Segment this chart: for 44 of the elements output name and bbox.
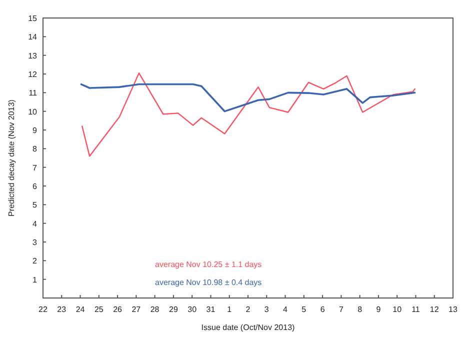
x-tick-label: 11	[412, 305, 420, 314]
x-tick-label: 28	[150, 305, 160, 314]
x-tick-label: 25	[94, 305, 104, 314]
x-tick-label: 7	[338, 305, 344, 314]
y-tick-label: 5	[32, 200, 38, 210]
y-tick-label: 8	[32, 144, 38, 154]
y-tick-label: 4	[32, 219, 38, 228]
x-tick-label: 23	[57, 305, 67, 314]
x-tick-label: 4	[283, 305, 288, 314]
y-tick-label: 11	[28, 88, 38, 98]
y-tick-label: 9	[32, 126, 38, 135]
x-tick-label: 26	[113, 305, 123, 314]
y-tick-label: 15	[28, 14, 38, 23]
x-tick-label: 1	[227, 305, 232, 314]
y-tick-label: 6	[32, 182, 38, 191]
x-tick-label: 5	[302, 305, 307, 314]
y-tick-label: 13	[28, 51, 38, 60]
annotation: average Nov 10.25 ± 1.1 days	[155, 260, 262, 269]
x-tick-label: 24	[76, 305, 86, 314]
x-tick-label: 30	[188, 305, 198, 314]
line-series	[80, 83, 416, 112]
x-tick-label: 22	[38, 305, 48, 314]
y-tick-label: 3	[32, 238, 38, 247]
x-tick-label: 10	[392, 305, 402, 314]
x-tick-label: 9	[376, 305, 382, 314]
x-tick-label: 13	[448, 305, 458, 314]
y-tick-label: 1	[32, 275, 38, 284]
y-tick-label: 10	[28, 107, 38, 116]
y-tick-label: 12	[28, 70, 38, 79]
x-tick-label: 31	[206, 305, 216, 314]
y-axis-title: Predicted decay date (Nov 2013)	[7, 99, 16, 216]
x-tick-label: 27	[132, 305, 142, 314]
y-tick-label: 14	[28, 32, 38, 42]
x-tick-label: 3	[264, 305, 270, 314]
x-tick-label: 29	[169, 305, 178, 314]
line-series	[82, 72, 416, 157]
x-axis-title: Issue date (Oct/Nov 2013)	[201, 323, 296, 332]
x-tick-label: 12	[430, 305, 440, 314]
y-tick-label: 2	[32, 256, 38, 266]
annotation: average Nov 10.98 ± 0.4 days	[155, 278, 262, 287]
x-tick-label: 2	[246, 305, 251, 314]
x-tick-label: 8	[358, 305, 363, 314]
x-tick-label: 6	[320, 305, 326, 314]
y-tick-label: 7	[32, 163, 38, 172]
